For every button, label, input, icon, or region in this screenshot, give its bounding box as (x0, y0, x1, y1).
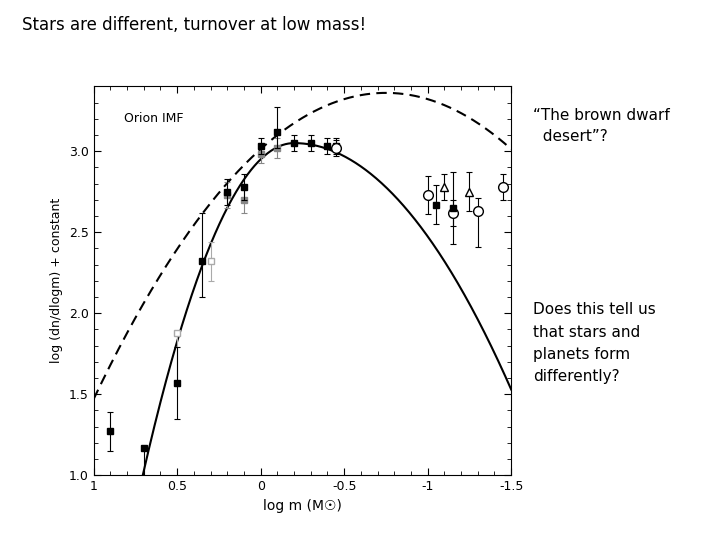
Text: Orion IMF: Orion IMF (124, 112, 183, 125)
Text: “The brown dwarf
  desert”?: “The brown dwarf desert”? (533, 108, 670, 144)
Text: Stars are different, turnover at low mass!: Stars are different, turnover at low mas… (22, 16, 366, 34)
Y-axis label: log (dn/dlogm) + constant: log (dn/dlogm) + constant (50, 198, 63, 363)
Text: Does this tell us
that stars and
planets form
differently?: Does this tell us that stars and planets… (533, 302, 655, 384)
X-axis label: log m (M☉): log m (M☉) (263, 498, 342, 512)
